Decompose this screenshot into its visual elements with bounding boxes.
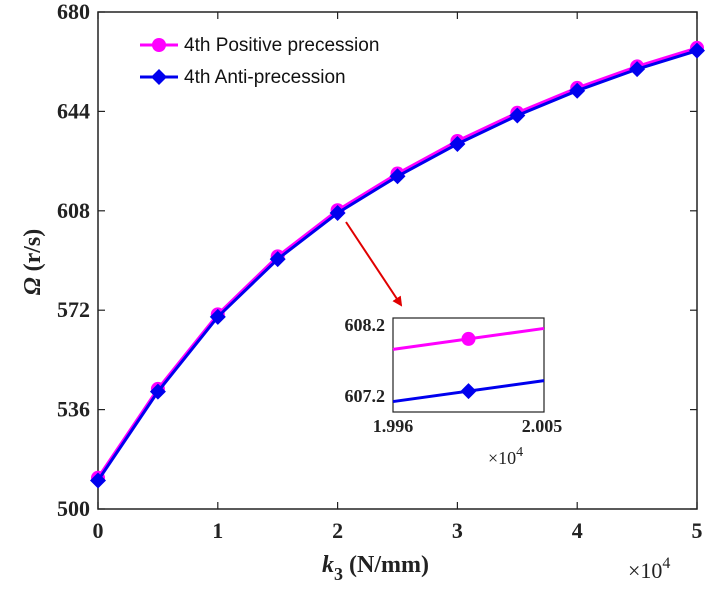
x-tick-label: 2 — [332, 518, 343, 543]
inset-ytick-label-top: 608.2 — [345, 315, 386, 335]
y-tick-label: 500 — [57, 496, 90, 521]
inset-plot: 608.2 607.2 1.996 2.005 ×104 — [345, 315, 563, 468]
data-point-anti — [209, 308, 226, 325]
inset-x-multiplier: ×104 — [488, 445, 523, 468]
x-axis-multiplier: ×104 — [628, 555, 670, 583]
x-tick-label: 1 — [212, 518, 223, 543]
inset-point-positive — [461, 331, 476, 346]
data-point-anti — [269, 251, 286, 268]
y-tick-label: 572 — [57, 297, 90, 322]
data-point-anti — [689, 42, 705, 59]
legend: 4th Positive precession 4th Anti-precess… — [140, 35, 379, 88]
x-axis-title: k3 (N/mm) — [322, 552, 429, 584]
series-layer — [90, 40, 705, 489]
y-tick-label: 536 — [57, 397, 90, 422]
data-point-anti — [90, 472, 106, 489]
plot-area — [97, 11, 698, 510]
y-tick-label: 680 — [57, 0, 90, 24]
inset-xtick-label-right: 2.005 — [522, 416, 563, 436]
y-axis-ticks: 500 536 572 608 644 680 — [57, 0, 697, 521]
data-point-anti — [149, 383, 166, 400]
x-axis-ticks: 0 1 2 3 4 5 — [93, 12, 703, 543]
inset-ytick-label-bottom: 607.2 — [345, 386, 386, 406]
data-point-anti — [449, 135, 466, 152]
x-tick-label: 0 — [93, 518, 104, 543]
data-point-anti — [629, 61, 646, 78]
data-point-anti — [569, 82, 586, 99]
legend-label-anti: 4th Anti-precession — [184, 67, 346, 88]
legend-item-anti: 4th Anti-precession — [140, 67, 346, 88]
x-tick-label: 3 — [452, 518, 463, 543]
inset-series-layer — [392, 326, 545, 404]
legend-marker-positive — [152, 38, 166, 52]
y-tick-label: 644 — [57, 98, 90, 123]
x-tick-label: 5 — [692, 518, 703, 543]
legend-item-positive: 4th Positive precession — [140, 35, 379, 56]
y-tick-label: 608 — [57, 198, 90, 223]
inset-point-anti — [460, 383, 477, 400]
data-point-anti — [329, 205, 346, 222]
legend-label-positive: 4th Positive precession — [184, 35, 379, 56]
y-axis-title: Ω (r/s) — [20, 229, 46, 296]
legend-marker-anti — [151, 69, 167, 85]
data-point-anti — [389, 168, 406, 185]
inset-xtick-label-left: 1.996 — [373, 416, 414, 436]
x-tick-label: 4 — [572, 518, 583, 543]
zoom-arrow — [345, 221, 403, 307]
data-point-anti — [509, 107, 526, 124]
